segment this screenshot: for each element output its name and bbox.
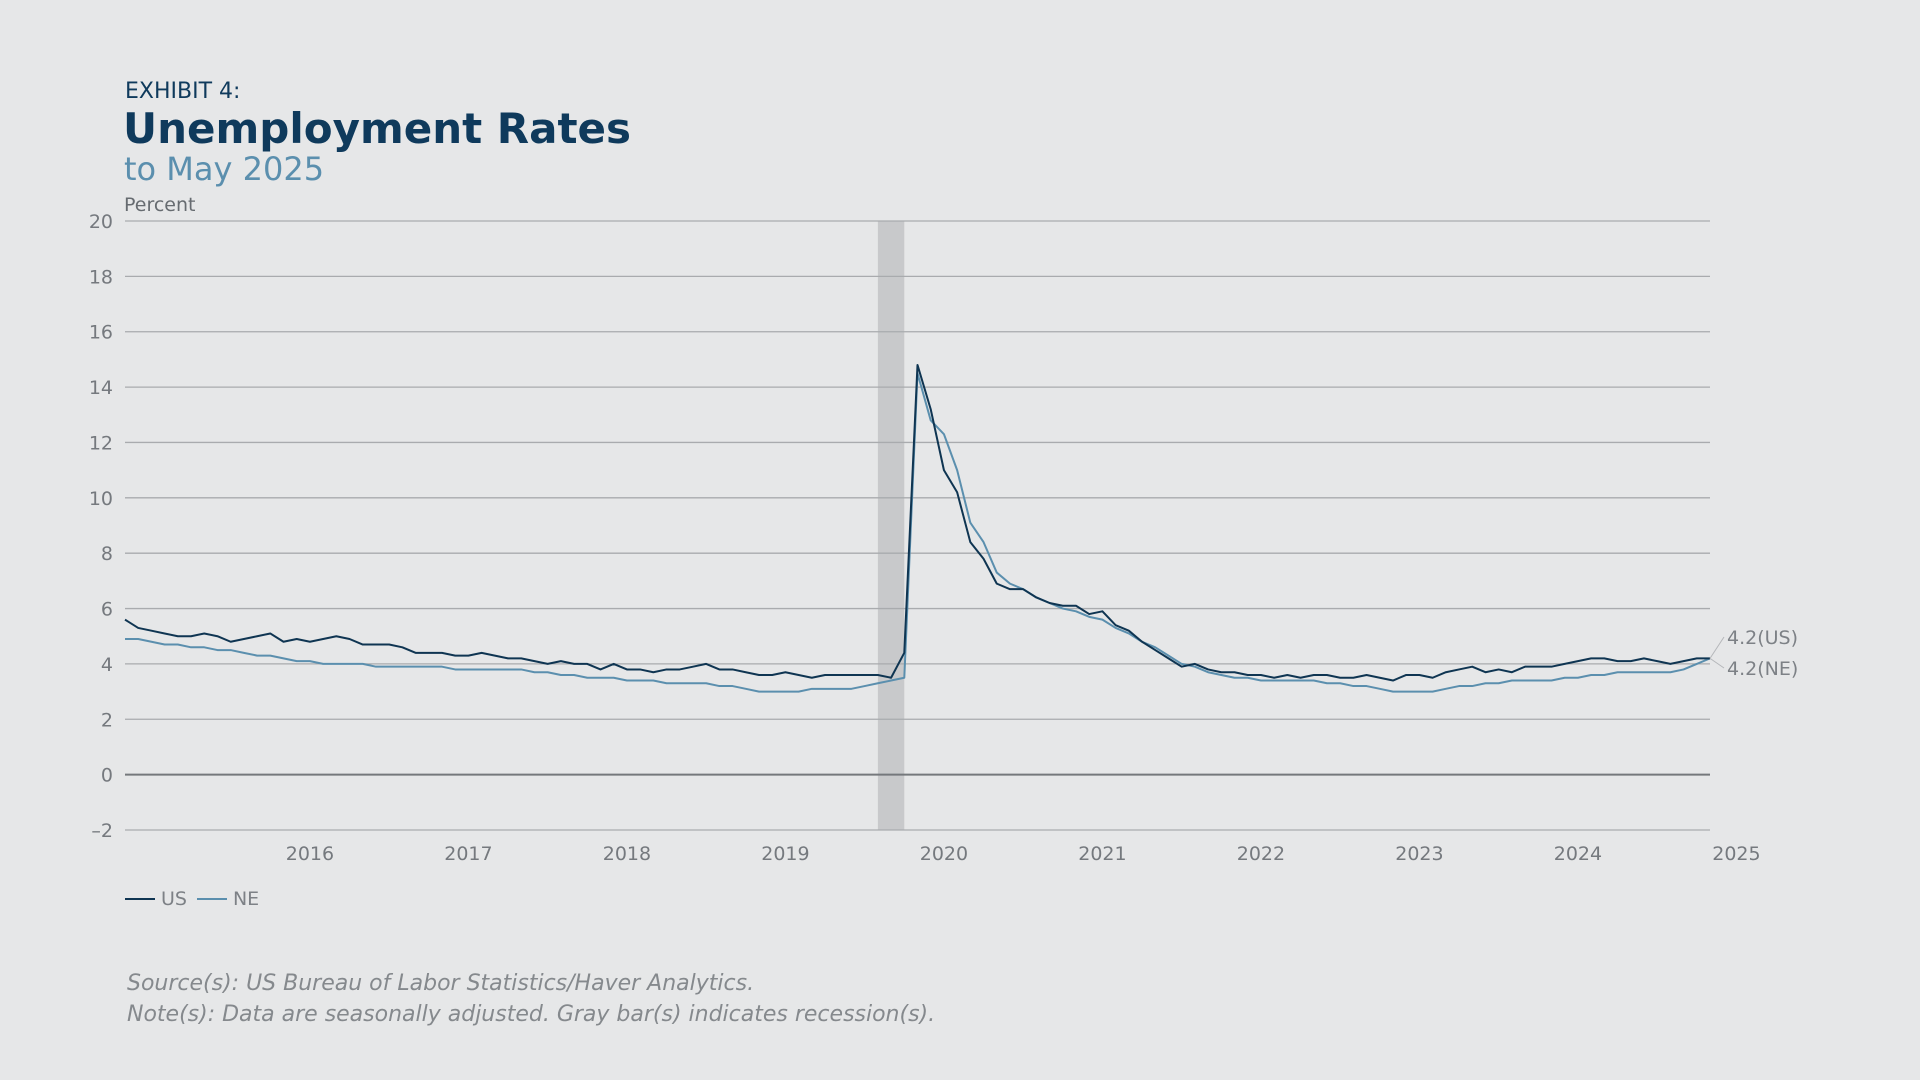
x-tick-label: 2025 [1712, 843, 1760, 865]
y-tick-label: 0 [101, 765, 113, 787]
legend-label-us: US [161, 888, 187, 910]
x-tick-label: 2018 [603, 843, 651, 865]
exhibit-label: EXHIBIT 4: [125, 79, 241, 104]
legend-swatch-us [125, 898, 155, 900]
series-line-us [124, 363, 1710, 682]
x-tick-label: 2024 [1554, 843, 1602, 865]
footnote: Note(s): Data are seasonally adjusted. G… [127, 1002, 936, 1027]
y-tick-label: 8 [101, 543, 113, 565]
x-tick-label: 2023 [1395, 843, 1443, 865]
x-tick-label: 2022 [1237, 843, 1285, 865]
y-tick-label: 16 [89, 322, 113, 344]
y-tick-label: 6 [101, 599, 113, 621]
legend-item-us: US [125, 888, 187, 910]
chart-notes: Source(s): US Bureau of Labor Statistics… [127, 968, 935, 1030]
y-tick-label: 10 [89, 488, 113, 510]
x-tick-label: 2019 [761, 843, 809, 865]
y-axis-label: Percent [124, 194, 196, 216]
chart-subtitle: to May 2025 [124, 150, 325, 188]
x-tick-label: 2020 [920, 843, 968, 865]
y-tick-label: 20 [89, 211, 113, 233]
legend-item-ne: NE [196, 888, 260, 910]
legend: US NE [125, 888, 269, 910]
x-tick-label: 2021 [1078, 843, 1126, 865]
y-tick-label: 12 [89, 432, 113, 454]
end-label-leader-us [1709, 636, 1725, 659]
x-tick-label: 2017 [444, 843, 492, 865]
y-tick-label: 14 [89, 377, 113, 399]
y-tick-label: 4 [101, 654, 113, 676]
x-tick-label: 2016 [286, 843, 334, 865]
recession-band [877, 221, 905, 830]
legend-swatch-ne [196, 898, 227, 900]
end-label-ne: 4.2(NE) [1727, 658, 1798, 680]
y-tick-label: 18 [89, 266, 113, 288]
y-tick-label: 2 [101, 709, 113, 731]
end-label-leader-ne [1709, 657, 1725, 669]
source-note: Source(s): US Bureau of Labor Statistics… [127, 971, 755, 996]
legend-label-ne: NE [232, 888, 260, 910]
y-tick-label: –2 [91, 820, 113, 842]
end-label-us: 4.2(US) [1727, 627, 1798, 649]
chart-title: Unemployment Rates [123, 104, 632, 153]
